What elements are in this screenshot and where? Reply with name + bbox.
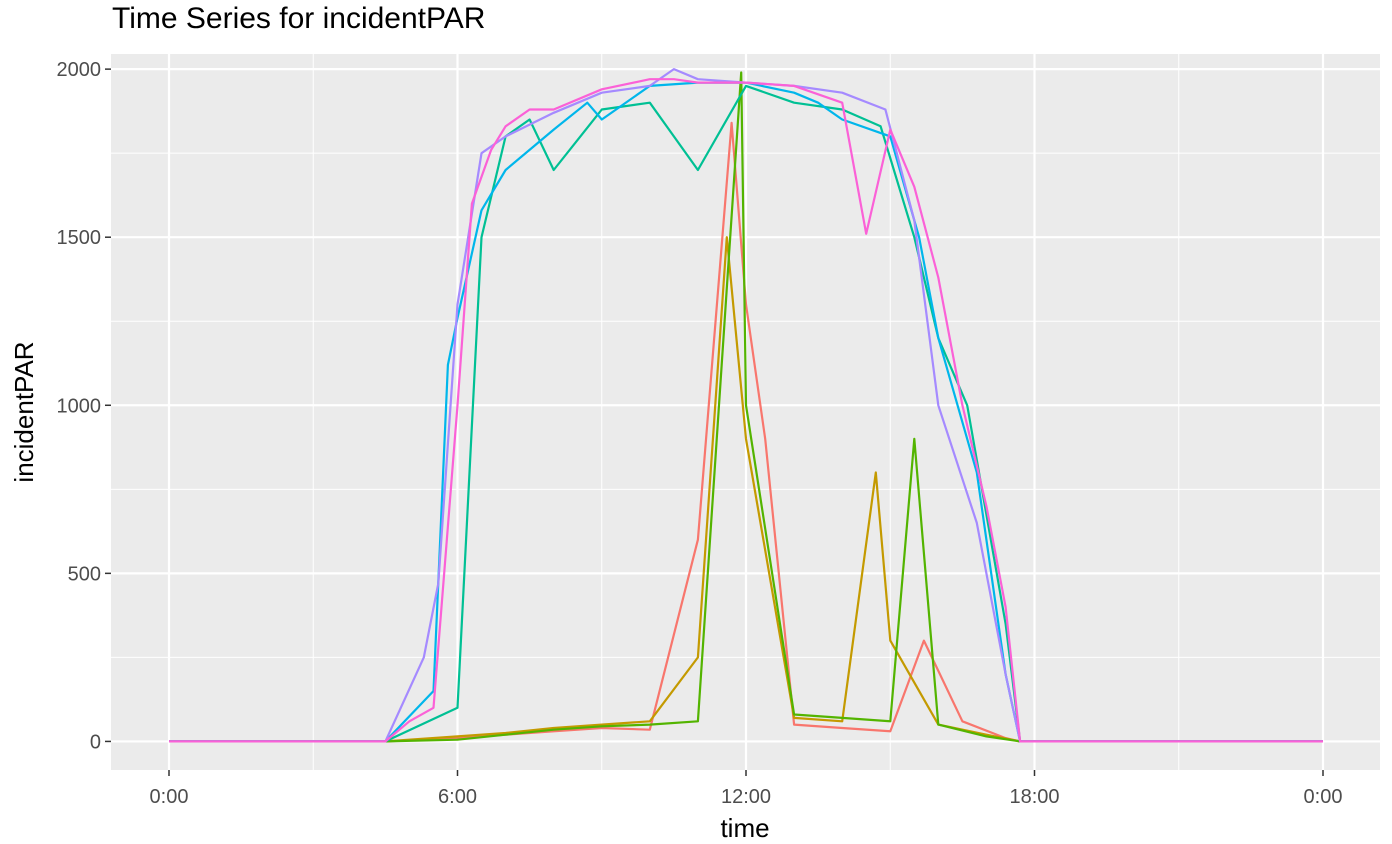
x-tick-label: 12:00: [721, 786, 771, 808]
x-tick-label: 6:00: [438, 786, 477, 808]
series-line-4: [169, 84, 1323, 743]
series-line-7: [169, 78, 1323, 743]
y-tick-label: 0: [90, 731, 101, 753]
series-line-3: [169, 71, 1323, 743]
y-axis-title: incidentPAR: [9, 341, 39, 482]
y-tick-label: 2000: [57, 59, 102, 81]
x-tick-label: 18:00: [1009, 786, 1059, 808]
chart-title: Time Series for incidentPAR: [112, 2, 486, 35]
series-lines: [169, 67, 1323, 743]
axes: 0 500 1000 1500 2000 0:00 6:00 12:00 18:00 0:00: [57, 59, 1343, 808]
series-line-6: [169, 67, 1323, 743]
y-tick-label: 1500: [57, 227, 102, 249]
x-axis-title: time: [720, 813, 769, 843]
x-tick-label: 0:00: [1304, 786, 1343, 808]
y-tick-label: 500: [68, 563, 101, 585]
y-tick-label: 1000: [57, 395, 102, 417]
series-line-2: [169, 236, 1323, 743]
x-tick-label: 0:00: [150, 786, 189, 808]
